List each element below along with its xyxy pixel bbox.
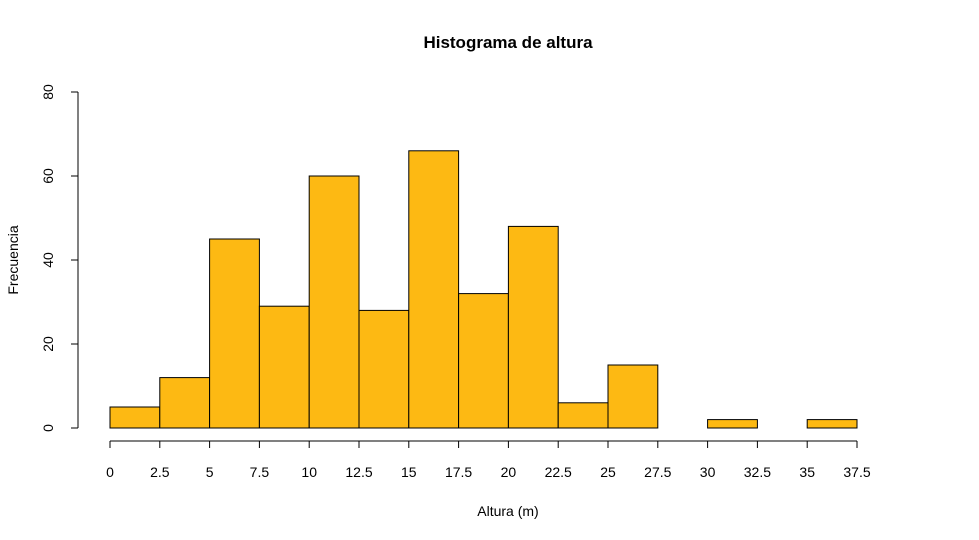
histogram-bar	[258, 305, 310, 429]
x-tick-label: 37.5	[843, 464, 870, 480]
x-tick-label: 20	[501, 464, 517, 480]
histogram-bar	[458, 293, 509, 429]
y-tick-label: 20	[40, 336, 56, 352]
x-tick-label: 2.5	[150, 464, 170, 480]
x-tick-label: 17.5	[445, 464, 472, 480]
histogram-bar	[607, 364, 659, 429]
x-tick-label: 7.5	[250, 464, 270, 480]
chart-title: Histograma de altura	[423, 33, 593, 52]
y-tick-label: 0	[40, 424, 56, 432]
histogram-bar	[806, 419, 858, 429]
x-tick-label: 30	[700, 464, 716, 480]
histogram-bar	[507, 225, 559, 429]
histogram-bar	[408, 150, 460, 429]
x-tick-label: 22.5	[545, 464, 572, 480]
x-tick-label: 35	[799, 464, 815, 480]
y-tick-label: 80	[40, 84, 56, 100]
histogram-bar	[358, 309, 410, 429]
bars-group	[109, 150, 858, 429]
x-tick-label: 25	[600, 464, 616, 480]
y-tick-label: 40	[40, 252, 56, 268]
y-tick-label: 60	[40, 168, 56, 184]
x-tick-label: 32.5	[744, 464, 771, 480]
y-axis-label: Frecuencia	[5, 225, 21, 294]
x-axis-label: Altura (m)	[477, 503, 538, 519]
x-tick-label: 10	[301, 464, 317, 480]
x-tick-label: 0	[106, 464, 114, 480]
histogram-bar	[209, 238, 260, 429]
x-tick-label: 15	[401, 464, 417, 480]
histogram-bar	[159, 377, 211, 429]
y-axis: 0 20 40 60 80	[40, 84, 79, 432]
histogram-bar	[557, 402, 609, 429]
histogram-bar	[109, 406, 161, 429]
x-tick-label: 5	[206, 464, 214, 480]
x-axis: 0 2.5 5 7.5 10 12.5 15 17.5 20 22.5 25 27.5 30 32.5 35…	[106, 440, 871, 480]
histogram-bar	[707, 419, 758, 429]
histogram-bar	[308, 175, 360, 429]
x-tick-label: 27.5	[644, 464, 671, 480]
x-tick-label: 12.5	[345, 464, 372, 480]
